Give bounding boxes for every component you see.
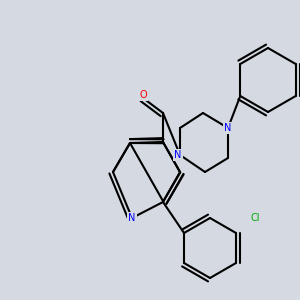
Text: Cl: Cl <box>250 213 260 223</box>
Text: N: N <box>128 213 136 223</box>
Text: N: N <box>224 123 232 133</box>
Text: O: O <box>139 90 147 100</box>
Text: N: N <box>174 150 182 160</box>
